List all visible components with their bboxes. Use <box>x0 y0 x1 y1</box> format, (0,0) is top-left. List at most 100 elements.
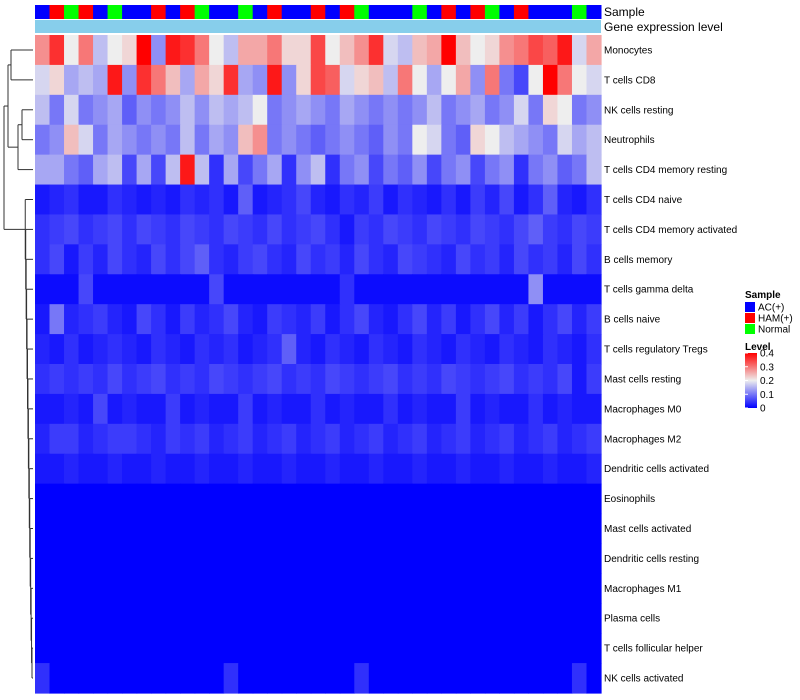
heatmap-cell <box>499 214 515 245</box>
heatmap-cell <box>267 154 283 186</box>
heatmap-cell <box>136 154 152 186</box>
heatmap-cell <box>412 573 428 604</box>
sample-annotation-cell <box>93 5 109 19</box>
heatmap-cell <box>93 573 109 604</box>
heatmap-cell <box>354 393 370 425</box>
heatmap-cell <box>281 35 297 66</box>
heatmap-cell <box>542 603 559 634</box>
heatmap-cell <box>194 573 210 604</box>
heatmap-cell <box>542 633 559 664</box>
heatmap-cell <box>484 603 501 634</box>
heatmap-cell <box>209 35 225 66</box>
heatmap-cell <box>49 214 65 245</box>
heatmap-cell <box>441 244 457 275</box>
heatmap-cell <box>267 124 283 156</box>
heatmap-cell <box>397 274 413 305</box>
heatmap-cell <box>78 274 94 305</box>
heatmap-cell <box>368 64 384 96</box>
heatmap-cell <box>571 184 588 216</box>
heatmap-cell <box>35 603 51 634</box>
heatmap-cell <box>441 633 457 664</box>
heatmap-cell <box>412 214 428 245</box>
heatmap-cell <box>107 214 123 245</box>
heatmap-cell <box>151 483 167 515</box>
heatmap-cell <box>165 423 181 455</box>
heatmap-cell <box>296 244 312 275</box>
heatmap-cell <box>209 573 225 604</box>
heatmap-cell <box>455 304 471 335</box>
heatmap-cell <box>499 64 515 96</box>
heatmap-cell <box>383 663 399 694</box>
heatmap-cell <box>165 393 181 425</box>
sample-annotation-cell <box>209 5 225 19</box>
heatmap-cell <box>238 244 254 275</box>
heatmap-cell <box>397 364 413 395</box>
heatmap-cell <box>586 214 602 245</box>
heatmap-cell <box>412 513 428 545</box>
heatmap-cell <box>223 663 239 694</box>
heatmap-cell <box>35 663 51 694</box>
heatmap-cell <box>557 274 573 305</box>
heatmap-cell <box>499 124 515 156</box>
heatmap-cell <box>571 483 588 515</box>
heatmap-cell <box>296 304 312 335</box>
heatmap-cell <box>571 573 588 604</box>
heatmap-cell <box>412 154 428 186</box>
heatmap-cell <box>412 244 428 275</box>
heatmap-cell <box>339 423 355 455</box>
heatmap-cell <box>78 184 94 216</box>
heatmap-cell <box>557 603 573 634</box>
heatmap-cell <box>513 64 530 96</box>
heatmap-cell <box>64 663 80 694</box>
heatmap-cell <box>586 483 602 515</box>
heatmap-cell <box>35 334 51 365</box>
heatmap-cell <box>542 304 559 335</box>
heatmap-cell <box>339 483 355 515</box>
heatmap-cell <box>35 304 51 335</box>
heatmap-cell <box>78 663 94 694</box>
heatmap-cell <box>325 663 341 694</box>
heatmap-cell <box>339 154 355 186</box>
heatmap-cell <box>310 244 326 275</box>
heatmap-cell <box>35 543 51 574</box>
heatmap-cell <box>513 573 530 604</box>
heatmap-cell <box>223 184 239 216</box>
heatmap-cell <box>557 543 573 574</box>
heatmap-cell <box>499 483 515 515</box>
heatmap-cell <box>310 393 326 425</box>
heatmap-cell <box>354 453 370 485</box>
heatmap-cell <box>571 393 588 425</box>
heatmap-cell <box>586 603 602 634</box>
heatmap-cell <box>296 423 312 455</box>
heatmap-cell <box>368 274 384 305</box>
sample-annotation-cell <box>499 5 515 19</box>
heatmap-cell <box>368 543 384 574</box>
heatmap-cell <box>455 64 471 96</box>
sample-annotation-cell <box>397 5 413 19</box>
heatmap-cell <box>455 453 471 485</box>
heatmap-cell <box>412 393 428 425</box>
heatmap-cell <box>339 513 355 545</box>
heatmap-cell <box>368 603 384 634</box>
heatmap-cell <box>78 94 94 126</box>
heatmap-cell <box>107 663 123 694</box>
heatmap-cell <box>557 423 573 455</box>
heatmap-cell <box>223 543 239 574</box>
heatmap-cell <box>64 393 80 425</box>
heatmap-cell <box>151 453 167 485</box>
heatmap-cell <box>238 184 254 216</box>
heatmap-cell <box>267 603 283 634</box>
heatmap-cell <box>426 663 442 694</box>
heatmap-cell <box>542 35 559 66</box>
heatmap-cell <box>238 274 254 305</box>
heatmap-cell <box>238 124 254 156</box>
heatmap-cell <box>194 124 210 156</box>
heatmap-cell <box>136 274 152 305</box>
heatmap-cell <box>310 154 326 186</box>
row-label: T cells follicular helper <box>604 644 703 655</box>
heatmap-cell <box>455 543 471 574</box>
heatmap-cell <box>455 603 471 634</box>
heatmap-cell <box>528 423 544 455</box>
heatmap-cell <box>484 304 501 335</box>
